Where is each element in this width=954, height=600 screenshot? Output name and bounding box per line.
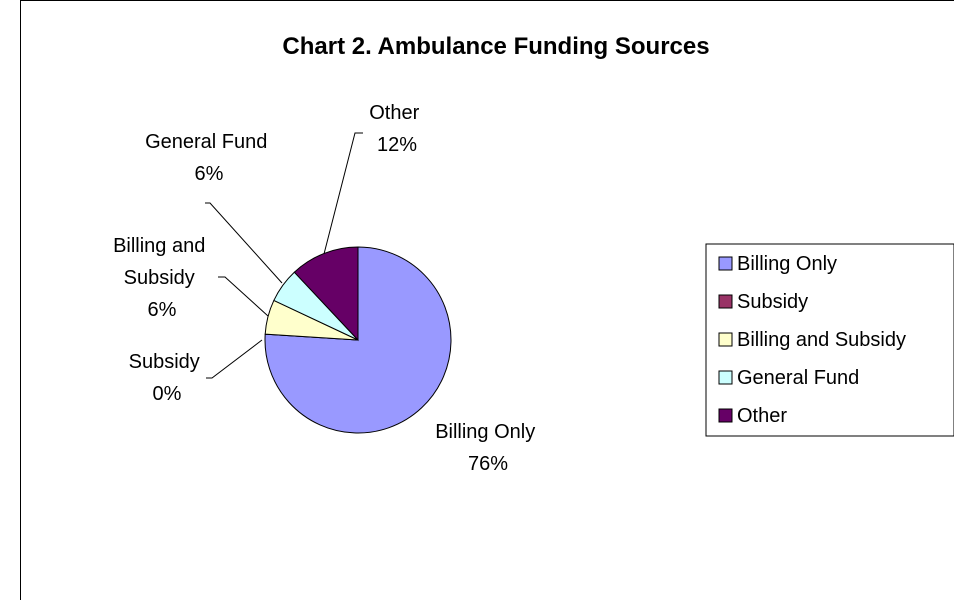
leader-line-other	[323, 132, 363, 255]
leader-line-general-fund	[205, 202, 283, 284]
chart-title: Chart 2. Ambulance Funding Sources	[282, 33, 709, 60]
leader-line-billing-and-subsidy	[218, 276, 269, 317]
legend-label-billing-only: Billing Only	[737, 253, 837, 275]
slice-label-general-fund: General Fund 6%	[145, 131, 273, 185]
legend-swatch-billing-only	[718, 256, 733, 271]
legend-swatch-general-fund	[718, 370, 733, 385]
slice-label-billing-only: Billing Only 76%	[435, 421, 541, 475]
slice-label-billing-and-subsidy: Billing and Subsidy 6%	[113, 235, 211, 321]
legend-swatch-subsidy	[718, 294, 733, 309]
pie-slices	[264, 246, 452, 434]
leader-lines	[205, 132, 363, 379]
slice-labels: Other 12% General Fund 6% Billing and Su…	[113, 102, 541, 475]
pie-slice-billing-only	[264, 246, 452, 434]
legend-entries: Billing Only Subsidy Billing and Subsidy Ge…	[718, 253, 906, 427]
slice-label-subsidy: Subsidy 0%	[129, 351, 206, 405]
legend: Billing Only Subsidy Billing and Subsidy Ge…	[705, 243, 954, 437]
legend-label-other: Other	[737, 405, 787, 427]
legend-swatch-billing-and-subsidy	[718, 332, 733, 347]
leader-line-subsidy	[206, 339, 263, 379]
legend-label-billing-and-subsidy: Billing and Subsidy	[737, 329, 906, 351]
legend-label-general-fund: General Fund	[737, 367, 859, 389]
legend-box	[705, 243, 954, 437]
legend-label-subsidy: Subsidy	[737, 291, 808, 313]
slice-label-other: Other 12%	[369, 102, 425, 156]
chart-frame	[20, 0, 954, 600]
legend-swatch-other	[718, 408, 733, 423]
